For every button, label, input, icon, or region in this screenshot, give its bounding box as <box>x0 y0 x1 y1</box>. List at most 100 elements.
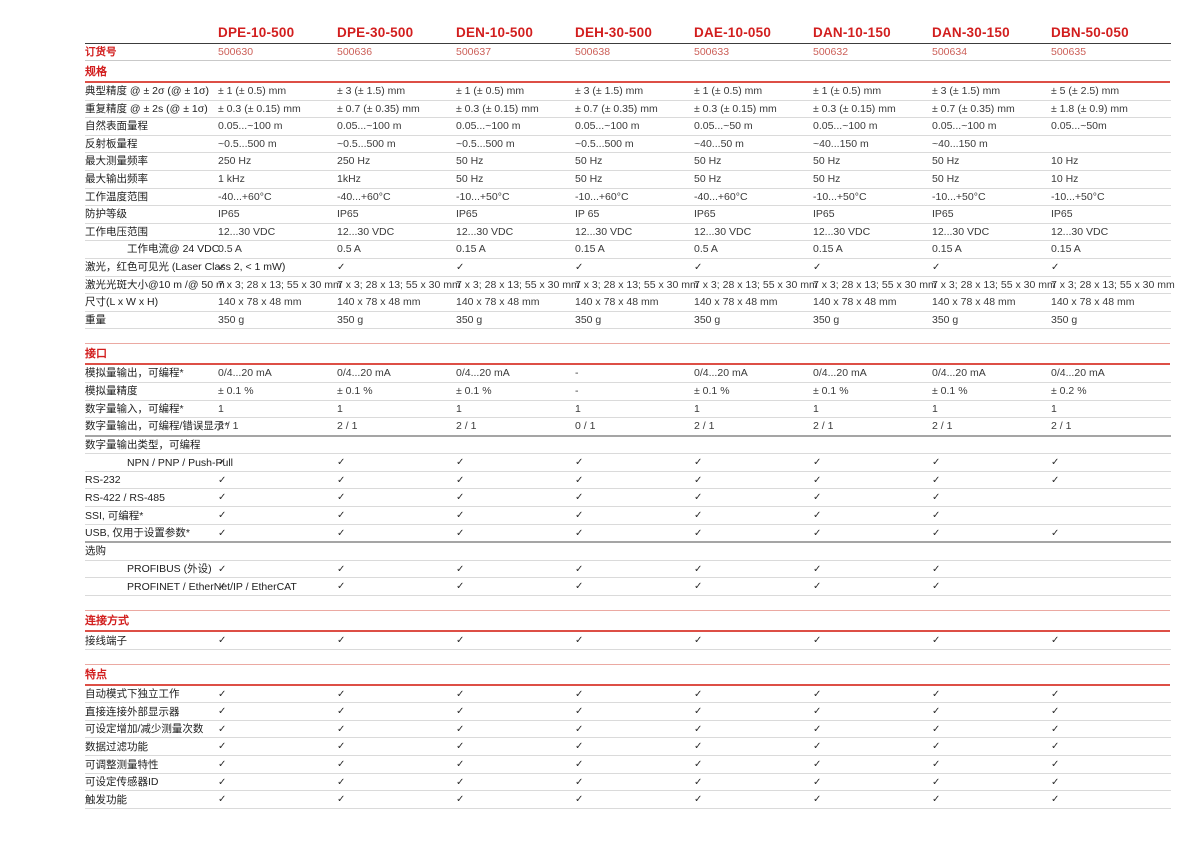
spec-row: 模拟量输出，可编程* 0/4...20 mA 0/4...20 mA 0/4...20… <box>85 365 1171 383</box>
spec-value: ± 0.3 (± 0.15) mm <box>694 102 777 115</box>
section-title: 连接方式 <box>85 610 1170 633</box>
spec-value: 2 / 1 <box>1051 420 1072 433</box>
check-cell: ✓ <box>337 454 456 472</box>
check-cell: ✓ <box>337 578 456 596</box>
spec-value: ± 1 (± 0.5) mm <box>694 85 763 97</box>
check-cell: ✓ <box>813 454 932 472</box>
spec-value: 0/4...20 mA <box>218 367 272 380</box>
checkmark-icon: ✓ <box>694 563 703 575</box>
spec-value: 350 g <box>694 313 721 326</box>
checkmark-icon: ✓ <box>694 635 703 647</box>
spec-value: 140 x 78 x 48 mm <box>337 296 421 309</box>
checkmark-icon: ✓ <box>218 759 227 770</box>
check-cell: ✓ <box>456 632 575 650</box>
spec-row: 最大测量频率 250 Hz 250 Hz 50 Hz 50 Hz 50 Hz 50 Hz 50… <box>85 153 1171 171</box>
checkmark-icon: ✓ <box>218 527 227 539</box>
checkmark-icon: ✓ <box>575 688 584 700</box>
checkmark-icon: ✓ <box>456 492 465 504</box>
checkmark-icon: ✓ <box>1051 706 1060 718</box>
spec-row: 触发功能 ✓ ✓ ✓ ✓ ✓ ✓ ✓ ✓ <box>85 791 1171 809</box>
spec-value: 250 Hz <box>337 155 371 168</box>
check-cell: ✓ <box>932 259 1051 277</box>
spec-value: 0.15 A <box>456 243 486 256</box>
check-cell: ✓ <box>575 578 694 596</box>
row-label: 激光光斑大小@10 m /@ 50 m <box>85 278 225 291</box>
checkmark-icon: ✓ <box>1051 261 1060 273</box>
spec-value: 0/4...20 mA <box>694 367 748 380</box>
spec-value: 350 g <box>813 313 840 326</box>
spec-value: 0.5 A <box>218 243 242 256</box>
spec-value: ± 1 (± 0.5) mm <box>813 85 882 97</box>
spec-value: 2 / 1 <box>694 420 715 433</box>
spec-value: 0.05...~100 m <box>337 120 402 133</box>
spec-value: 350 g <box>575 313 602 326</box>
check-cell: ✓ <box>1051 721 1170 739</box>
order-number: 500634 <box>932 46 968 58</box>
check-cell: ✓ <box>1051 791 1170 809</box>
spec-value: -40...+60°C <box>694 190 748 203</box>
check-cell: ✓ <box>456 578 575 596</box>
checkmark-icon: ✓ <box>1051 527 1060 539</box>
row-label: 重复精度 @ ± 2s (@ ± 1σ) <box>85 102 208 115</box>
check-cell: ✓ <box>337 525 456 543</box>
check-cell: ✓ <box>932 561 1051 579</box>
check-cell: ✓ <box>813 259 932 277</box>
spec-subheader-row: 数字量输出类型，可编程 <box>85 437 1171 455</box>
check-cell: ✓ <box>694 489 813 507</box>
order-number: 500636 <box>337 46 373 58</box>
checkmark-icon: ✓ <box>813 635 822 647</box>
checkmark-icon: ✓ <box>694 794 703 806</box>
spec-value: 12...30 VDC <box>1051 225 1109 238</box>
spec-value: 0/4...20 mA <box>932 367 986 380</box>
spec-value: 0/4...20 mA <box>337 367 391 380</box>
spec-value: IP65 <box>932 208 954 221</box>
spec-value: 140 x 78 x 48 mm <box>218 296 302 309</box>
check-cell: ✓ <box>1051 632 1170 650</box>
checkmark-icon: ✓ <box>456 510 465 522</box>
spec-value: IP65 <box>218 208 240 221</box>
checkmark-icon: ✓ <box>1051 794 1060 806</box>
checkmark-icon: ✓ <box>218 706 227 718</box>
checkmark-icon: ✓ <box>932 741 941 753</box>
spec-value: ± 0.1 % <box>694 384 730 397</box>
spec-value: 0/4...20 mA <box>813 367 867 380</box>
checkmark-icon: ✓ <box>813 510 822 522</box>
checkmark-icon: ✓ <box>575 635 584 647</box>
spec-row: PROFINET / EtherNet/IP / EtherCAT ✓ ✓ ✓ ✓ ✓ ✓ ✓ <box>85 578 1171 597</box>
check-cell: ✓ <box>694 578 813 596</box>
check-cell: ✓ <box>337 791 456 809</box>
spec-row: 可设定增加/减少测量次数 ✓ ✓ ✓ ✓ ✓ ✓ ✓ ✓ <box>85 721 1171 739</box>
checkmark-icon: ✓ <box>337 563 346 575</box>
order-number: 500633 <box>694 46 730 58</box>
checkmark-icon: ✓ <box>337 706 346 718</box>
check-cell: ✓ <box>1051 259 1170 277</box>
spec-value: 140 x 78 x 48 mm <box>694 296 778 309</box>
spec-value: 0/4...20 mA <box>456 367 510 380</box>
spec-value: 2 / 1 <box>932 420 953 433</box>
spec-value: 50 Hz <box>932 172 960 185</box>
check-cell: ✓ <box>575 686 694 704</box>
spec-row: 数字量输入，可编程* 1 1 1 1 1 1 1 1 <box>85 401 1171 419</box>
checkmark-icon: ✓ <box>337 635 346 647</box>
checkmark-icon: ✓ <box>1051 759 1060 770</box>
check-cell: ✓ <box>694 472 813 490</box>
spec-value: 350 g <box>337 313 364 326</box>
checkmark-icon: ✓ <box>694 759 703 770</box>
spec-value: 7 x 3; 28 x 13; 55 x 30 mm <box>575 278 699 291</box>
check-cell: ✓ <box>575 259 694 277</box>
checkmark-icon: ✓ <box>932 759 941 770</box>
checkmark-icon: ✓ <box>813 492 822 504</box>
spec-value: -10...+50°C <box>1051 190 1105 203</box>
check-cell: ✓ <box>932 454 1051 472</box>
check-cell: ✓ <box>218 703 337 721</box>
spec-value: 0.05...~100 m <box>456 120 521 133</box>
checkmark-icon: ✓ <box>813 794 822 806</box>
row-label: PROFIBUS (外设) <box>127 563 212 576</box>
check-cell: ✓ <box>813 686 932 704</box>
checkmark-icon: ✓ <box>694 527 703 539</box>
checkmark-icon: ✓ <box>813 527 822 539</box>
spec-value: 7 x 3; 28 x 13; 55 x 30 mm <box>1051 278 1175 291</box>
check-cell: ✓ <box>694 686 813 704</box>
spec-value: IP65 <box>456 208 478 221</box>
section-title: 特点 <box>85 663 1170 686</box>
